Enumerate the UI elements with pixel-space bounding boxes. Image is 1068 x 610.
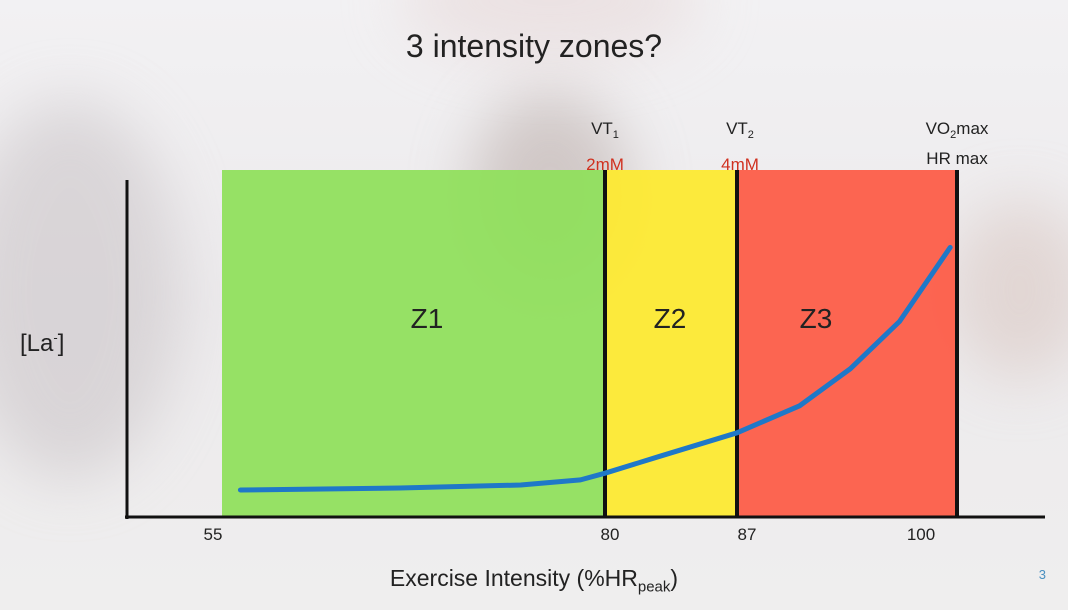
- x-tick-label: 87: [737, 525, 757, 544]
- zone-label: Z2: [653, 303, 687, 334]
- threshold-marker-label: VT1 2mM: [586, 119, 624, 174]
- zone-z1-band: [222, 170, 605, 517]
- slide-title: 3 intensity zones?: [405, 28, 663, 64]
- page-number: 3: [1038, 567, 1046, 582]
- zone-z2-band: [605, 170, 737, 517]
- x-tick-label: 55: [203, 525, 223, 544]
- y-axis-label: [La-]: [20, 330, 65, 357]
- zone-label: Z1: [410, 303, 444, 334]
- threshold-marker-label: VO2max HR max: [925, 119, 989, 168]
- zone-z3-band: [737, 170, 957, 517]
- lactate-curve: [237, 244, 953, 493]
- x-axis-label: Exercise Intensity (%HRpeak): [389, 565, 679, 596]
- threshold-marker-label: VT2 4mM: [721, 119, 759, 174]
- zone-label: Z3: [799, 303, 833, 334]
- x-tick-label: 100: [906, 525, 936, 544]
- x-tick-label: 80: [600, 525, 620, 544]
